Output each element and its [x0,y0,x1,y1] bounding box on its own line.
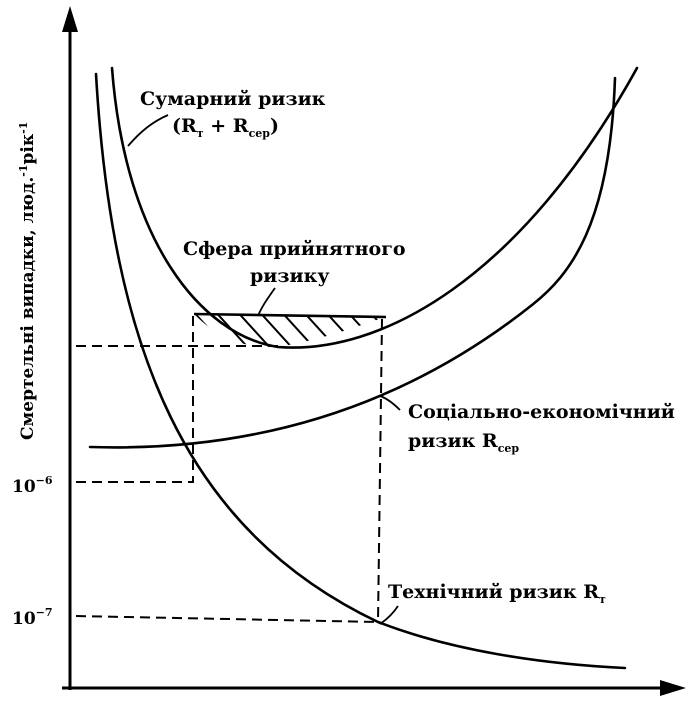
x-axis-arrow [660,680,686,696]
guide-lines [75,316,383,623]
total-risk-formula: (Rт + Rсер) [172,115,279,140]
tick-1e-7-guide [75,615,379,623]
tick-label-1e-7: 10−7 [12,606,53,629]
technical-risk-curve [94,72,627,670]
acceptable-risk-label-line1: Сфера прийнятного [183,238,406,260]
technical-risk-label: Технічний ризик Rт [388,581,606,606]
acceptable-risk-leader [257,287,276,317]
y-axis-arrow [62,6,78,32]
social-risk-label-line2: ризик Rсер [408,430,519,455]
axes [62,6,686,696]
social-risk-leader [379,395,401,411]
total-risk-leader [127,114,169,147]
technical-risk-leader [379,605,399,625]
right-boundary-guide [377,318,383,623]
y-axis-label: Смертельні випадки, люд.-1рік-1 [17,122,38,440]
total-risk-label: Сумарний ризик [140,88,326,110]
socio-economic-risk-curve [88,76,617,449]
social-risk-label-line1: Соціально-економічний [408,401,675,423]
tick-label-1e-6: 10−6 [12,474,53,497]
total-risk-curve [110,66,639,349]
acceptable-risk-label-line2: ризику [250,265,329,287]
